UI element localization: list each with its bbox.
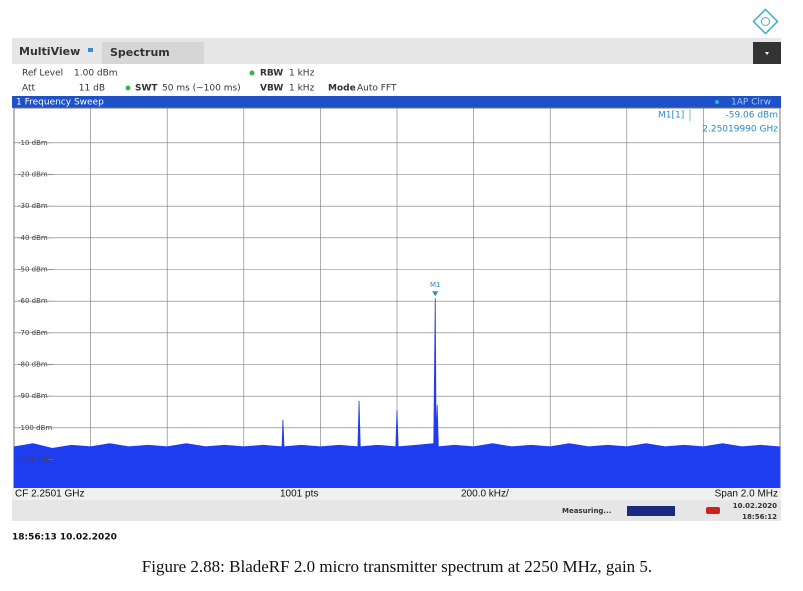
value: Auto FFT <box>357 84 397 94</box>
indicator <box>715 100 719 104</box>
marker-frequency: 2.25019990 GHz <box>702 125 778 135</box>
menu-icon <box>765 52 769 55</box>
y-tick-label: -20 dBm <box>18 171 48 179</box>
label: VBW <box>260 84 283 94</box>
logo <box>752 8 779 35</box>
marker-value: -59.06 dBm <box>725 111 778 121</box>
status-bar <box>12 500 781 521</box>
status-icon <box>706 507 720 514</box>
footer-bar <box>12 488 781 500</box>
y-tick-label: -60 dBm <box>18 297 48 305</box>
value: 1.00 dBm <box>74 69 118 79</box>
footer-per-div: 200.0 kHz/ <box>461 489 509 500</box>
value: 1 kHz <box>289 69 315 79</box>
footer-center: CF 2.2501 GHz <box>15 489 84 500</box>
indicator <box>249 70 255 76</box>
value: 1 kHz <box>289 84 315 94</box>
caption: Figure 2.88: BladeRF 2.0 micro transmitt… <box>142 557 652 576</box>
y-tick-label: -30 dBm <box>18 202 48 210</box>
status-time: 18:56:12 <box>742 513 777 521</box>
plot: -10 dBm -20 dBm -30 dBm -40 dBm -50 dBm -60 d… <box>13 108 781 489</box>
label: RBW <box>260 69 283 79</box>
y-tick-label: -40 dBm <box>18 234 48 242</box>
value: 50 ms (~100 ms) <box>162 84 241 94</box>
marker-name: M1[1] <box>658 111 684 121</box>
footer-points: 1001 pts <box>280 489 318 500</box>
icon <box>88 48 93 52</box>
timestamp: 18:56:13 10.02.2020 <box>12 533 117 543</box>
marker <box>432 291 439 297</box>
tab-label[interactable]: Spectrum <box>110 46 170 59</box>
trace-label: 1AP Clrw <box>731 98 771 108</box>
chart-title: 1 Frequency Sweep <box>16 98 104 108</box>
label: SWT <box>135 84 158 94</box>
title-bar <box>12 96 781 108</box>
y-tick-label: -90 dBm <box>18 392 48 400</box>
progress <box>627 506 675 516</box>
y-tick-label: -80 dBm <box>18 361 48 369</box>
status-state: Measuring... <box>562 507 611 515</box>
tab[interactable] <box>102 42 204 64</box>
y-tick-label: -70 dBm <box>18 329 48 337</box>
label: Att <box>22 84 36 94</box>
app-name: MultiView <box>19 45 80 58</box>
y-tick-label: -100 dBm <box>18 424 52 432</box>
y-tick-label: -110 dBm <box>18 456 52 464</box>
label: Mode <box>328 84 356 94</box>
y-tick-label: -50 dBm <box>18 266 48 274</box>
value: 11 dB <box>79 84 105 94</box>
indicator <box>125 85 131 91</box>
label: Ref Level <box>22 69 63 79</box>
marker-tag: M1 <box>430 281 441 289</box>
trace <box>13 298 781 489</box>
footer-span: Span 2.0 MHz <box>715 489 778 500</box>
y-tick-label: -10 dBm <box>18 139 48 147</box>
status-date: 10.02.2020 <box>733 502 777 510</box>
